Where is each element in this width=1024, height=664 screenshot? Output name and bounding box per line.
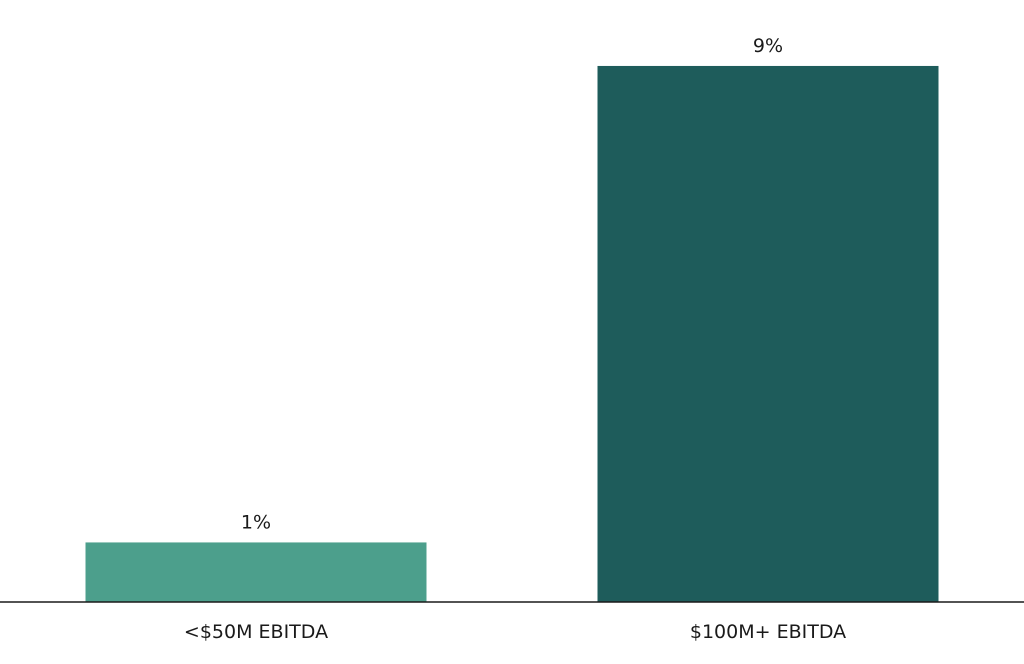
bars-group — [85, 65, 939, 602]
category-labels-group: <$50M EBITDA $100M+ EBITDA — [184, 621, 846, 643]
bar-1-value-label: 1% — [241, 511, 271, 533]
category-label-1: <$50M EBITDA — [184, 621, 328, 643]
bar-2-value-label: 9% — [753, 35, 783, 57]
bar-1 — [85, 542, 427, 602]
bar-2 — [597, 65, 939, 602]
value-labels-group: 1% 9% — [241, 35, 783, 533]
category-label-2: $100M+ EBITDA — [690, 621, 846, 643]
